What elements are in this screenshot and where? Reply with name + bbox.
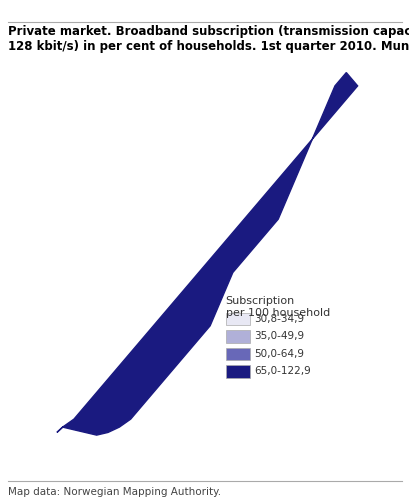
Text: 65,0-122,9: 65,0-122,9 <box>254 366 310 376</box>
Text: 35,0-49,9: 35,0-49,9 <box>254 331 303 341</box>
Text: Map data: Norwegian Mapping Authority.: Map data: Norwegian Mapping Authority. <box>8 486 221 496</box>
Polygon shape <box>57 74 357 435</box>
Text: 30,8-34,9: 30,8-34,9 <box>254 313 303 323</box>
Text: Subscription
per 100 household: Subscription per 100 household <box>225 296 329 317</box>
Text: 50,0-64,9: 50,0-64,9 <box>254 348 303 358</box>
Text: Private market. Broadband subscription (transmission capacity larger than
128 kb: Private market. Broadband subscription (… <box>8 25 409 53</box>
